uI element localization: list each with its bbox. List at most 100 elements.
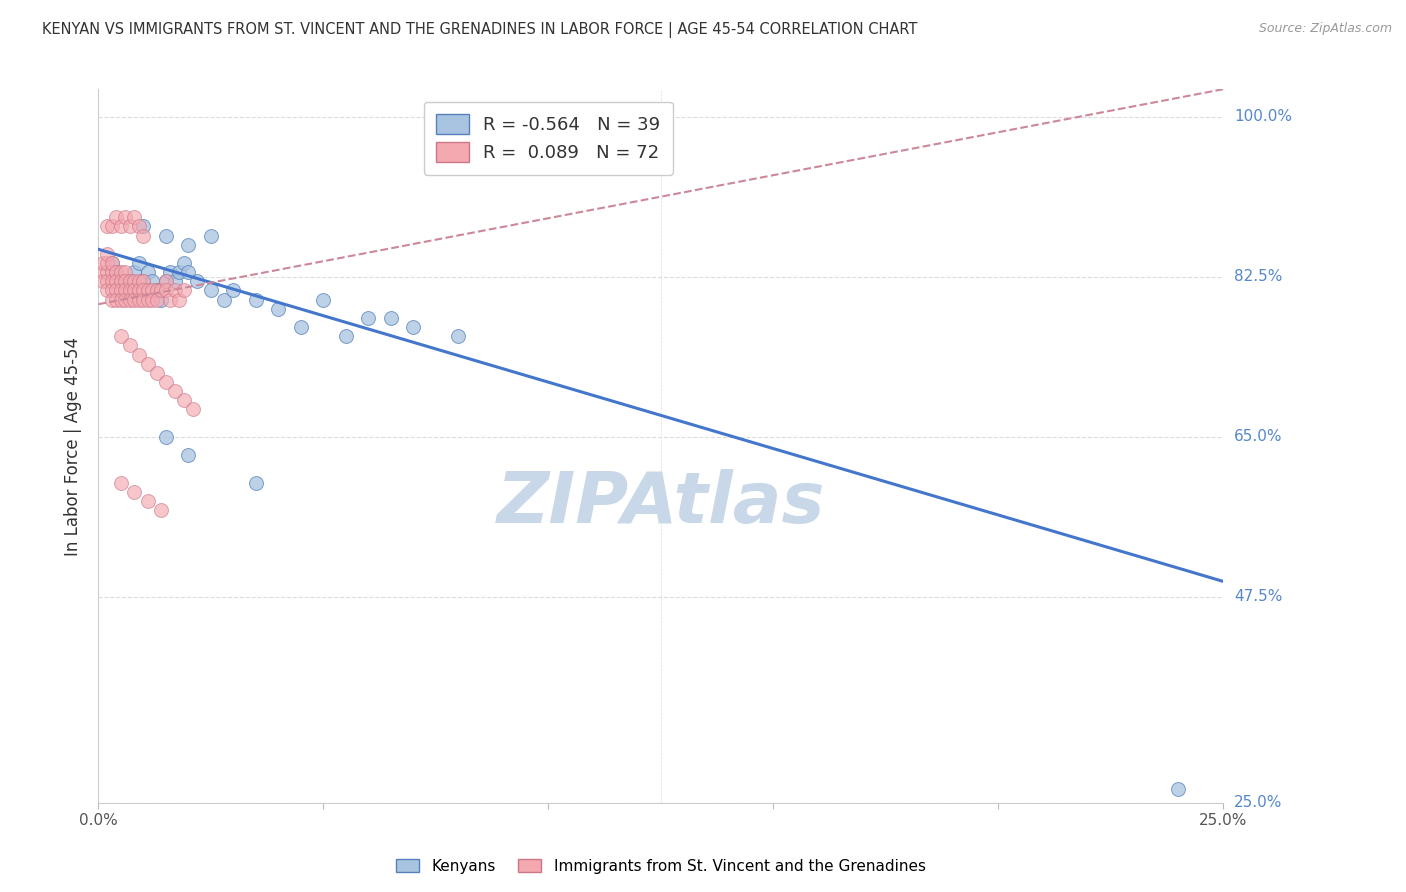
Point	[146, 284, 169, 298]
Point	[118, 219, 141, 234]
Point	[132, 284, 155, 298]
Point	[132, 293, 155, 307]
Point	[101, 219, 124, 234]
Point	[177, 448, 200, 462]
Point	[173, 393, 195, 408]
Point	[150, 503, 173, 517]
Point	[114, 211, 136, 225]
Point	[169, 293, 191, 307]
Point	[128, 347, 150, 361]
Point	[267, 301, 290, 316]
Legend: R = -0.564   N = 39, R =  0.089   N = 72: R = -0.564 N = 39, R = 0.089 N = 72	[423, 102, 673, 175]
Point	[159, 293, 181, 307]
Point	[150, 293, 173, 307]
Point	[114, 274, 136, 288]
Point	[118, 338, 141, 352]
Point	[163, 284, 186, 298]
Point	[91, 256, 114, 270]
Point	[335, 329, 357, 343]
Point	[146, 284, 169, 298]
Point	[101, 274, 124, 288]
Point	[447, 329, 470, 343]
Point	[402, 320, 425, 334]
Point	[136, 265, 159, 279]
Text: 100.0%: 100.0%	[1234, 109, 1292, 124]
Point	[136, 284, 159, 298]
Point	[124, 293, 146, 307]
Point	[118, 274, 141, 288]
Point	[110, 219, 132, 234]
Point	[132, 228, 155, 243]
Point	[222, 284, 245, 298]
Point	[101, 256, 124, 270]
Point	[141, 274, 163, 288]
Point	[118, 284, 141, 298]
Point	[146, 366, 169, 380]
Point	[96, 219, 118, 234]
Point	[290, 320, 312, 334]
Point	[101, 284, 124, 298]
Point	[155, 274, 177, 288]
Point	[245, 475, 267, 490]
Point	[110, 475, 132, 490]
Point	[114, 284, 136, 298]
Point	[141, 293, 163, 307]
Point	[105, 265, 128, 279]
Point	[1167, 782, 1189, 797]
Point	[128, 284, 150, 298]
Point	[110, 293, 132, 307]
Legend: Kenyans, Immigrants from St. Vincent and the Grenadines: Kenyans, Immigrants from St. Vincent and…	[389, 853, 932, 880]
Point	[110, 265, 132, 279]
Point	[177, 265, 200, 279]
Point	[105, 274, 128, 288]
Y-axis label: In Labor Force | Age 45-54: In Labor Force | Age 45-54	[65, 336, 83, 556]
Point	[357, 310, 380, 325]
Point	[141, 284, 163, 298]
Point	[128, 219, 150, 234]
Point	[136, 357, 159, 371]
Text: 65.0%: 65.0%	[1234, 429, 1282, 444]
Point	[110, 274, 132, 288]
Text: 82.5%: 82.5%	[1234, 269, 1282, 285]
Point	[146, 293, 169, 307]
Point	[150, 284, 173, 298]
Point	[136, 293, 159, 307]
Point	[163, 384, 186, 398]
Point	[96, 284, 118, 298]
Point	[124, 484, 146, 499]
Point	[91, 265, 114, 279]
Point	[380, 310, 402, 325]
Point	[132, 219, 155, 234]
Point	[96, 256, 118, 270]
Point	[155, 284, 177, 298]
Text: 25.0%: 25.0%	[1234, 796, 1282, 810]
Point	[186, 274, 208, 288]
Text: 47.5%: 47.5%	[1234, 590, 1282, 605]
Point	[105, 284, 128, 298]
Point	[155, 430, 177, 444]
Point	[159, 265, 181, 279]
Text: Source: ZipAtlas.com: Source: ZipAtlas.com	[1258, 22, 1392, 36]
Point	[114, 293, 136, 307]
Point	[124, 274, 146, 288]
Point	[96, 274, 118, 288]
Point	[169, 265, 191, 279]
Point	[124, 265, 146, 279]
Point	[163, 274, 186, 288]
Text: ZIPAtlas: ZIPAtlas	[496, 468, 825, 538]
Text: KENYAN VS IMMIGRANTS FROM ST. VINCENT AND THE GRENADINES IN LABOR FORCE | AGE 45: KENYAN VS IMMIGRANTS FROM ST. VINCENT AN…	[42, 22, 918, 38]
Point	[245, 293, 267, 307]
Point	[91, 274, 114, 288]
Point	[214, 293, 236, 307]
Point	[128, 274, 150, 288]
Point	[110, 284, 132, 298]
Point	[181, 402, 204, 417]
Point	[124, 211, 146, 225]
Point	[124, 284, 146, 298]
Point	[96, 247, 118, 261]
Point	[136, 494, 159, 508]
Point	[101, 265, 124, 279]
Point	[105, 265, 128, 279]
Point	[132, 274, 155, 288]
Point	[173, 284, 195, 298]
